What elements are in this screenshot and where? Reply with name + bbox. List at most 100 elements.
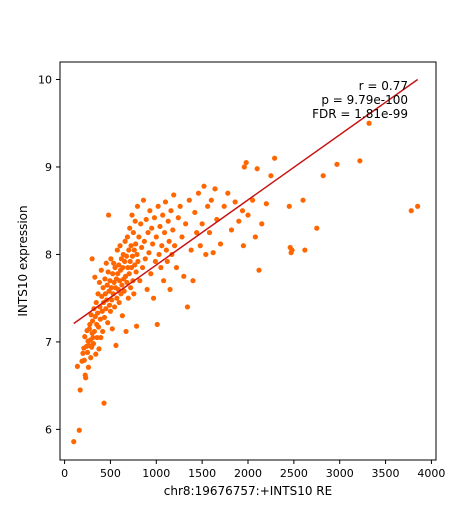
data-point: [155, 203, 161, 209]
data-point: [125, 264, 131, 271]
data-point: [183, 221, 189, 227]
y-tick-label: 7: [45, 336, 52, 349]
axes: 0 500 1000 1500 2000 2500 3000 3500 4000 6 7 8 9 10: [38, 73, 445, 480]
data-point: [131, 247, 137, 253]
data-point: [93, 351, 99, 357]
data-point: [102, 291, 108, 297]
data-point: [135, 258, 141, 265]
x-tick-label: 2500: [280, 467, 308, 480]
data-point: [95, 310, 101, 316]
data-point: [123, 253, 130, 259]
data-point: [105, 320, 111, 326]
data-point: [165, 218, 171, 224]
data-point: [93, 299, 99, 306]
data-point: [149, 225, 155, 231]
x-tick-label: 1000: [142, 467, 170, 480]
data-point: [300, 197, 306, 203]
data-point: [252, 234, 258, 240]
data-point: [84, 349, 91, 356]
y-tick-label: 9: [45, 161, 52, 174]
y-tick-label: 10: [38, 73, 52, 86]
data-point: [127, 258, 133, 265]
plot-area: [71, 78, 421, 445]
data-point: [94, 334, 100, 341]
data-point: [129, 253, 136, 259]
data-point: [160, 212, 166, 218]
data-point: [254, 166, 260, 172]
data-point: [91, 328, 97, 335]
data-point: [232, 199, 238, 205]
data-point: [134, 203, 141, 209]
data-point: [137, 278, 143, 284]
data-point: [259, 221, 265, 227]
data-point: [133, 269, 139, 275]
data-point: [245, 212, 251, 218]
data-point: [168, 208, 174, 214]
data-point: [156, 251, 162, 258]
data-point: [105, 269, 111, 275]
data-point: [89, 256, 95, 262]
data-point: [150, 241, 156, 247]
data-point: [130, 229, 136, 236]
y-axis-label: INTS10 expression: [16, 205, 30, 316]
data-point: [157, 223, 163, 230]
data-point: [133, 241, 139, 247]
data-point: [108, 285, 114, 291]
data-point: [96, 346, 102, 352]
data-point: [108, 256, 114, 262]
data-point: [76, 427, 82, 433]
data-point: [103, 260, 109, 266]
data-point: [122, 258, 128, 265]
data-point: [167, 286, 173, 293]
data-point: [107, 308, 114, 314]
data-point: [192, 209, 198, 216]
data-point: [119, 313, 125, 319]
data-point: [151, 215, 158, 221]
data-point: [190, 278, 196, 284]
x-tick-label: 4000: [417, 467, 445, 480]
data-point: [320, 173, 326, 179]
data-point: [145, 229, 151, 236]
data-point: [83, 375, 89, 381]
data-point: [115, 271, 121, 277]
data-point: [102, 276, 108, 282]
data-point: [205, 203, 211, 209]
data-point: [133, 323, 140, 329]
data-point: [206, 229, 213, 236]
data-point: [415, 203, 421, 209]
data-point: [132, 262, 138, 268]
data-point: [127, 225, 133, 231]
data-point: [212, 186, 218, 192]
data-point: [77, 387, 83, 393]
data-point: [109, 297, 115, 303]
data-point: [249, 197, 256, 203]
data-point: [286, 203, 292, 209]
data-point: [152, 258, 158, 265]
data-point: [197, 243, 203, 249]
data-point: [159, 243, 165, 249]
x-tick-label: 500: [100, 467, 121, 480]
x-axis-label: chr8:19676757:+INTS10 RE: [164, 484, 332, 498]
data-point: [112, 264, 118, 271]
data-point: [240, 243, 247, 249]
data-point: [268, 173, 274, 179]
data-point: [163, 247, 169, 253]
fit-line: [73, 78, 419, 325]
data-point: [106, 302, 113, 308]
data-point: [101, 400, 107, 406]
data-point: [98, 334, 104, 341]
data-point: [132, 218, 138, 224]
data-point: [111, 304, 118, 310]
data-point: [161, 278, 167, 284]
data-point: [142, 256, 148, 262]
data-point: [138, 221, 144, 227]
data-point: [98, 267, 104, 273]
data-point: [126, 247, 132, 253]
data-point: [203, 251, 209, 258]
data-point: [186, 197, 192, 203]
data-point: [357, 158, 363, 164]
data-point: [128, 285, 134, 291]
data-point: [171, 192, 177, 198]
